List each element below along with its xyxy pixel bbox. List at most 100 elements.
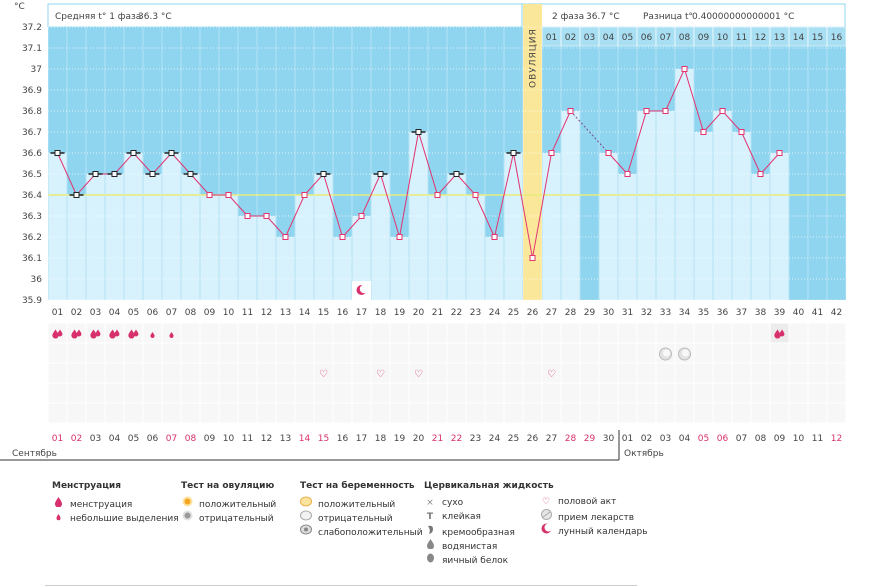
event-cell [86, 343, 105, 363]
event-cell [48, 343, 67, 363]
temp-bar [333, 237, 352, 300]
temp-point [130, 150, 137, 156]
event-cell [732, 383, 751, 403]
event-cell [770, 383, 789, 403]
y-tick-label: 36.4 [22, 191, 42, 201]
y-axis-label: °C [14, 2, 25, 12]
ovulation-test-negative-shine [682, 349, 689, 357]
event-cell [523, 403, 542, 423]
event-cell [485, 323, 504, 343]
event-cell [352, 343, 371, 363]
event-cell [466, 323, 485, 343]
temp-bar [770, 153, 789, 300]
event-cell [200, 323, 219, 343]
top-date-label: 01 [546, 33, 557, 43]
event-cell [599, 323, 618, 343]
event-cell [333, 383, 352, 403]
calendar-date-label: 09 [774, 434, 786, 444]
y-tick-label: 37.2 [22, 23, 42, 33]
event-cell [143, 343, 162, 363]
temp-bar [713, 111, 732, 300]
event-cell [314, 363, 333, 383]
calendar-date-label: 28 [565, 434, 577, 444]
event-cell [67, 383, 86, 403]
event-cell [352, 403, 371, 423]
y-tick-label: 36.9 [22, 86, 42, 96]
event-cell [67, 403, 86, 423]
calendar-date-label: 04 [109, 434, 121, 444]
moon-icon [540, 523, 552, 539]
event-cell [276, 363, 295, 383]
event-cell [447, 363, 466, 383]
event-cell [808, 363, 827, 383]
event-cell [713, 323, 732, 343]
event-cell [656, 403, 675, 423]
event-cell [390, 323, 409, 343]
event-cell [675, 363, 694, 383]
event-cell [371, 343, 390, 363]
moon-icon-cut [359, 284, 369, 294]
event-cell [333, 323, 352, 343]
temp-bar [599, 153, 618, 300]
calendar-date-label: 13 [280, 434, 291, 444]
cycle-day-label: 03 [90, 308, 101, 318]
menstruation-icon [95, 329, 101, 337]
temp-point [168, 150, 175, 156]
event-cell [523, 323, 542, 343]
event-cell [447, 343, 466, 363]
event-cell [390, 343, 409, 363]
spotting-icon [150, 332, 155, 338]
legend-title-pregnancy-test: Тест на беременность [300, 481, 415, 491]
ovulation-negative-icon [181, 510, 193, 526]
cycle-day-label: 06 [147, 308, 159, 318]
event-cell [466, 363, 485, 383]
event-cell [789, 343, 808, 363]
temp-point [263, 213, 270, 219]
y-tick-label: 37 [31, 65, 42, 75]
cycle-day-label: 11 [242, 308, 253, 318]
calendar-date-label: 03 [90, 434, 101, 444]
event-cell [48, 403, 67, 423]
calendar-date-label: 12 [831, 434, 842, 444]
event-cell [314, 343, 333, 363]
event-cell [694, 343, 713, 363]
temp-point [643, 108, 650, 114]
divider [45, 585, 637, 586]
event-cell [732, 363, 751, 383]
event-cell [447, 403, 466, 423]
difference-value: 0.40000000000001 °C [692, 12, 794, 22]
event-cell [561, 363, 580, 383]
event-cell [200, 383, 219, 403]
temp-bar [751, 174, 770, 300]
event-cell [276, 403, 295, 423]
event-cell [466, 343, 485, 363]
event-cell [504, 383, 523, 403]
event-cell [86, 383, 105, 403]
phase1-value: 36.3 °C [138, 12, 172, 22]
cycle-day-label: 31 [622, 308, 633, 318]
event-cell [200, 343, 219, 363]
event-cell [314, 383, 333, 403]
event-cell [694, 403, 713, 423]
event-cell [713, 383, 732, 403]
event-cell [675, 323, 694, 343]
event-cell [599, 403, 618, 423]
pregnancy-negative-icon [300, 510, 312, 526]
event-cell [219, 323, 238, 343]
menstruation-icon [109, 329, 116, 339]
ovulation-positive-icon [181, 496, 193, 512]
event-cell [219, 343, 238, 363]
temp-bar [561, 111, 580, 300]
event-cell [618, 363, 637, 383]
menstruation-icon [57, 329, 63, 337]
ovulation-label: ОВУЛЯЦИЯ [529, 28, 539, 88]
event-cell [181, 383, 200, 403]
y-tick-label: 36.7 [22, 128, 42, 138]
event-cell [770, 343, 789, 363]
calendar-date-label: 29 [584, 434, 596, 444]
pregnancy-positive-icon [300, 496, 312, 512]
temp-bar [485, 237, 504, 300]
event-cell [105, 403, 124, 423]
event-cell [295, 383, 314, 403]
temp-point [111, 171, 118, 177]
